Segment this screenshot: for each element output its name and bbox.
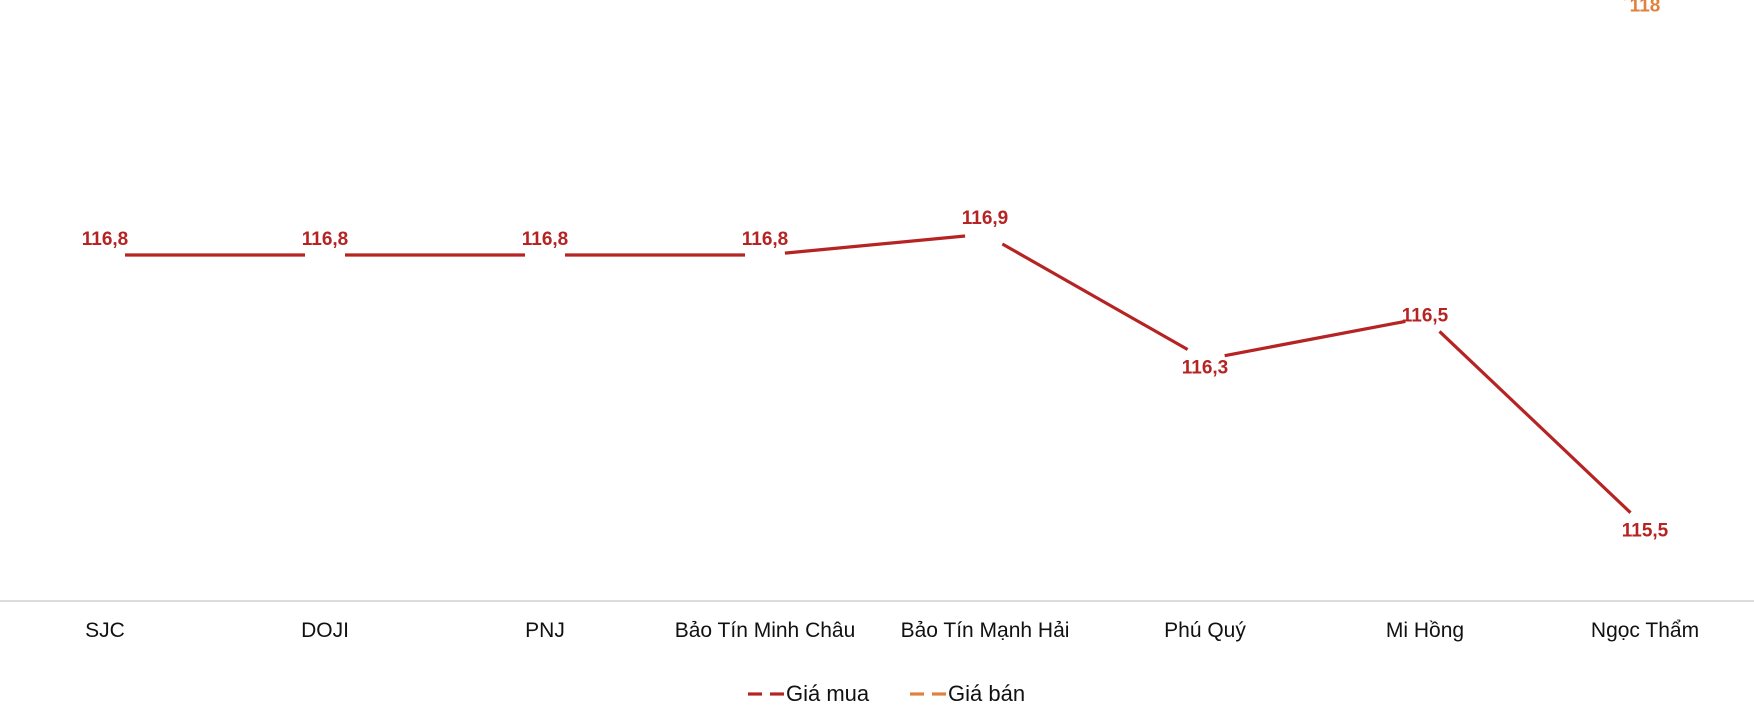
x-tick-label: Bảo Tín Minh Châu (675, 619, 856, 642)
legend-label: Giá mua (786, 681, 870, 706)
data-label: 116,8 (302, 229, 349, 250)
data-label: 116,9 (962, 208, 1009, 229)
data-label: 116,8 (742, 229, 789, 250)
x-tick-label: Mi Hồng (1386, 619, 1464, 642)
x-tick-label: PNJ (525, 619, 565, 642)
series-line-segment (785, 236, 965, 253)
x-tick-label: Ngọc Thẩm (1591, 619, 1699, 642)
series-line-segment (1225, 321, 1406, 355)
x-tick-label: Phú Quý (1164, 619, 1246, 642)
data-label: 115,5 (1622, 520, 1669, 541)
data-label: 116,8 (82, 229, 129, 250)
x-tick-label: DOJI (301, 619, 349, 642)
x-tick-label: SJC (85, 619, 125, 642)
data-label: 116,5 (1402, 306, 1449, 327)
series-line-segment (1440, 331, 1631, 512)
series-line-segment (1002, 244, 1187, 349)
legend-label: Giá bán (948, 681, 1025, 706)
data-label: 116,8 (522, 229, 569, 250)
x-tick-label: Bảo Tín Mạnh Hải (901, 619, 1070, 642)
data-label: 118 (1630, 0, 1661, 16)
data-label: 116,3 (1182, 357, 1229, 378)
